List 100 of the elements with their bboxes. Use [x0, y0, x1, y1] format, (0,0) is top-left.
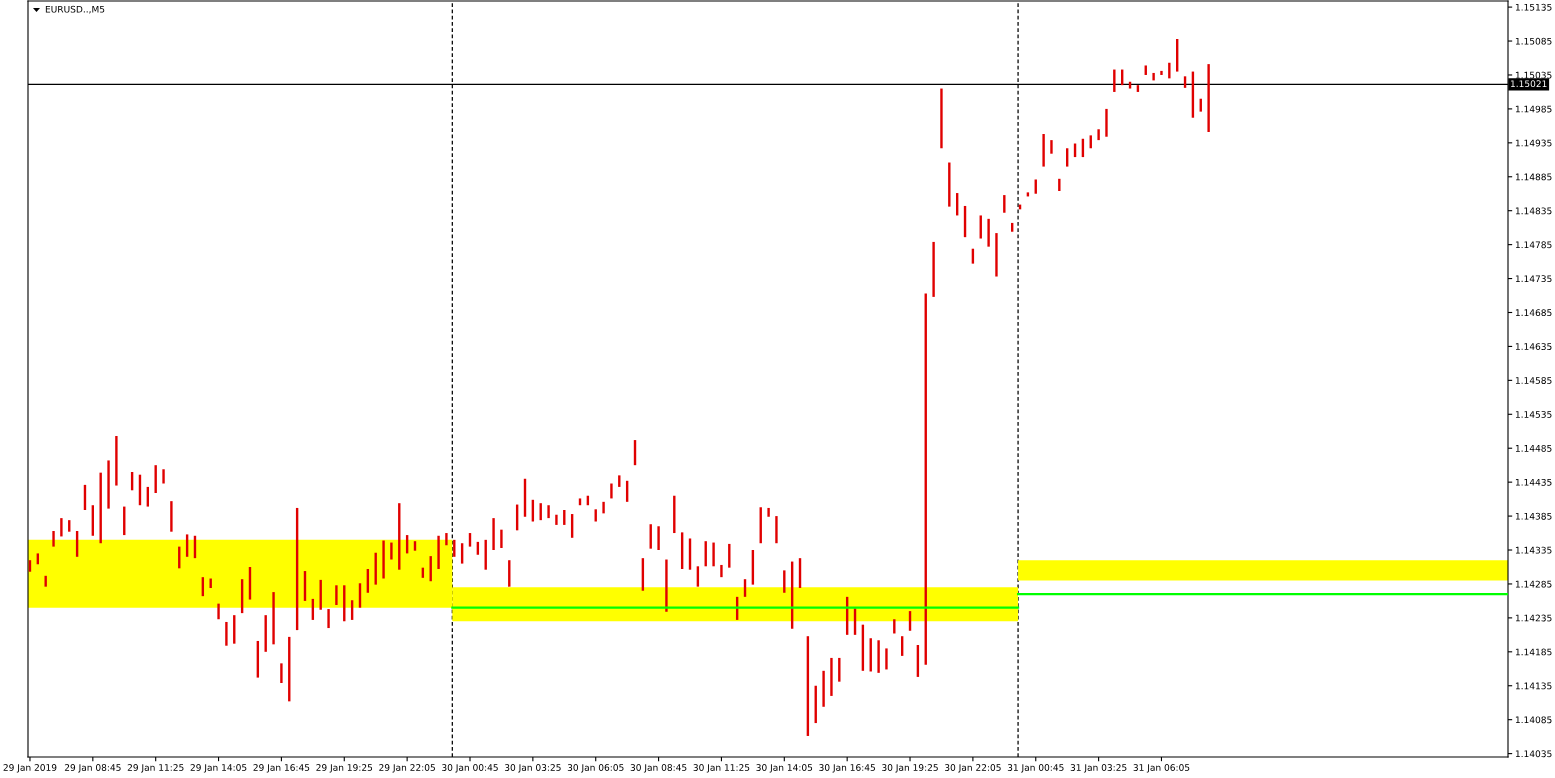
bar — [170, 501, 173, 532]
y-tick-label: 1.14185 — [1515, 648, 1552, 656]
bar — [602, 501, 605, 514]
bar — [1042, 134, 1045, 167]
bar — [60, 518, 63, 537]
bar — [1152, 72, 1155, 81]
y-tick-label: 1.14635 — [1515, 343, 1552, 350]
y-tick-label: 1.14535 — [1515, 411, 1552, 418]
bar — [264, 615, 267, 652]
bar — [767, 507, 770, 517]
bar — [893, 619, 896, 634]
x-tick-label: 30 Jan 14:05 — [756, 764, 813, 773]
bar — [822, 670, 825, 707]
y-tick-label: 1.14885 — [1515, 173, 1552, 181]
bar — [390, 542, 393, 560]
bar — [1058, 178, 1061, 192]
bar — [272, 592, 275, 645]
bar — [209, 578, 212, 589]
bar — [1207, 64, 1210, 132]
x-tick-label: 31 Jan 03:25 — [1070, 764, 1127, 773]
x-tick-label: 29 Jan 14:05 — [190, 764, 247, 773]
x-tick-label: 30 Jan 19:25 — [882, 764, 938, 773]
y-tick-label: 1.14135 — [1515, 682, 1552, 690]
x-tick-label: 29 Jan 22:05 — [379, 764, 435, 773]
bar — [327, 609, 330, 629]
y-tick-label: 1.15135 — [1515, 3, 1552, 11]
y-tick-label: 1.14935 — [1515, 139, 1552, 147]
bar — [830, 657, 833, 696]
x-tick-label: 30 Jan 08:45 — [630, 764, 687, 773]
bar — [728, 543, 731, 568]
x-tick-label: 30 Jan 22:05 — [945, 764, 1001, 773]
y-tick-label: 1.15085 — [1515, 37, 1552, 45]
x-tick-label: 29 Jan 16:45 — [253, 764, 310, 773]
bar — [107, 460, 110, 509]
y-tick-label: 1.15035 — [1515, 71, 1552, 79]
bar — [885, 648, 888, 670]
bar — [720, 564, 723, 578]
bar — [335, 585, 338, 605]
bar — [838, 657, 841, 682]
x-tick-label: 30 Jan 11:25 — [693, 764, 750, 773]
bar — [948, 162, 951, 207]
bar — [877, 640, 880, 673]
bar — [783, 570, 786, 593]
bar — [1113, 69, 1116, 92]
bar — [225, 621, 228, 646]
y-tick-label: 1.14985 — [1515, 105, 1552, 113]
chart-title: EURUSD..,M5 — [45, 5, 105, 14]
bar — [1105, 108, 1108, 137]
bar — [712, 542, 715, 567]
bar — [610, 483, 613, 499]
bar — [987, 218, 990, 247]
bar — [547, 505, 550, 519]
bar — [445, 533, 448, 546]
y-tick-label: 1.14285 — [1515, 580, 1552, 588]
bar — [657, 526, 660, 551]
y-tick-label: 1.14035 — [1515, 750, 1552, 758]
bar — [115, 436, 118, 486]
x-tick-label: 30 Jan 06:05 — [567, 764, 624, 773]
bar — [52, 531, 55, 547]
bar — [940, 88, 943, 149]
y-tick-label: 1.14585 — [1515, 377, 1552, 384]
bar — [1160, 70, 1163, 75]
y-tick-label: 1.14685 — [1515, 309, 1552, 317]
bar — [280, 663, 283, 684]
ref-line-label: 1.15021 — [1510, 80, 1547, 88]
y-tick-label: 1.14385 — [1515, 512, 1552, 520]
bar — [217, 603, 220, 620]
x-tick-label: 29 Jan 2019 — [3, 764, 57, 773]
bar — [492, 518, 495, 551]
bar — [382, 540, 385, 579]
bar — [1168, 62, 1171, 79]
bar — [500, 529, 503, 548]
bar — [1050, 140, 1053, 154]
bar — [775, 516, 778, 544]
bar — [932, 241, 935, 297]
bar — [99, 472, 102, 544]
y-tick-label: 1.14085 — [1515, 716, 1552, 724]
x-tick-label: 30 Jan 03:25 — [504, 764, 561, 773]
x-tick-label: 29 Jan 11:25 — [127, 764, 184, 773]
bar — [1097, 129, 1100, 141]
y-tick-label: 1.14435 — [1515, 478, 1552, 486]
bar — [1003, 195, 1006, 213]
x-tick-label: 29 Jan 19:25 — [316, 764, 373, 773]
x-tick-label: 31 Jan 00:45 — [1007, 764, 1064, 773]
y-tick-label: 1.14335 — [1515, 546, 1552, 554]
x-tick-label: 29 Jan 08:45 — [64, 764, 121, 773]
bar — [665, 559, 668, 612]
x-tick-label: 30 Jan 00:45 — [442, 764, 498, 773]
y-tick-label: 1.14485 — [1515, 444, 1552, 452]
x-tick-label: 31 Jan 06:05 — [1133, 764, 1190, 773]
bar — [995, 233, 998, 277]
bar — [319, 579, 322, 610]
bar — [437, 535, 440, 570]
y-tick-label: 1.14735 — [1515, 275, 1552, 283]
bar — [162, 469, 165, 484]
x-tick-label: 30 Jan 16:45 — [819, 764, 875, 773]
y-tick-label: 1.14235 — [1515, 614, 1552, 622]
bar — [555, 514, 558, 525]
bar — [594, 509, 597, 522]
y-tick-label: 1.14835 — [1515, 207, 1552, 215]
